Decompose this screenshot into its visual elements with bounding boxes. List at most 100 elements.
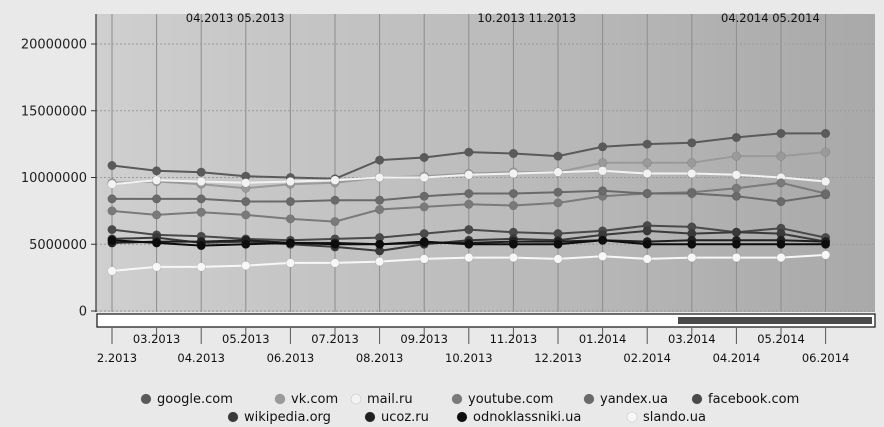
data-point-odnoklassniki.ua — [731, 239, 742, 249]
data-point-vk.com — [776, 151, 786, 161]
data-point-youtube.com — [464, 199, 474, 209]
x-tick-label-upper: 05.2014 — [757, 332, 805, 346]
data-point-facebook.com — [419, 228, 429, 239]
data-point-youtube.com — [196, 207, 206, 217]
data-point-youtube.com — [776, 178, 786, 188]
data-point-google.com — [687, 138, 697, 148]
legend-marker-ucoz.ru — [364, 411, 376, 423]
data-point-youtube.com — [508, 200, 519, 211]
legend-label-youtube.com: youtube.com — [468, 392, 553, 407]
x-tick-label-lower: 02.2014 — [623, 351, 671, 365]
data-point-youtube.com — [375, 204, 385, 215]
data-point-odnoklassniki.ua — [687, 239, 697, 249]
data-point-odnoklassniki.ua — [241, 239, 251, 249]
legend-label-google.com: google.com — [157, 392, 233, 407]
data-point-slando.ua — [731, 253, 742, 263]
data-point-odnoklassniki.ua — [597, 235, 608, 245]
legend-marker-google.com — [140, 393, 152, 405]
data-point-mail.ru — [375, 172, 385, 183]
legend-marker-youtube.com — [451, 393, 463, 405]
data-point-odnoklassniki.ua — [107, 235, 117, 245]
data-point-slando.ua — [687, 253, 697, 263]
data-point-vk.com — [820, 147, 831, 157]
x-tick-label-upper: 01.2014 — [579, 332, 627, 346]
data-point-slando.ua — [375, 257, 385, 267]
data-point-facebook.com — [464, 224, 474, 235]
x-axis: 2.2013 03.2013 04.2013 05.2013 06.2013 07.201… — [97, 328, 849, 365]
x-tick-label-lower: 2.2013 — [97, 351, 137, 365]
y-tick-label: 0 — [79, 305, 87, 320]
x-tick-label-upper: 07.2013 — [311, 332, 359, 346]
top-period-label: 04.2014 05.2014 — [721, 11, 820, 25]
data-point-slando.ua — [820, 250, 831, 260]
x-tick-label-lower: 08.2013 — [356, 351, 404, 365]
data-point-mail.ru — [820, 176, 831, 187]
data-point-yandex.ua — [241, 196, 251, 207]
data-point-slando.ua — [152, 262, 162, 272]
data-point-google.com — [419, 152, 429, 163]
data-point-slando.ua — [642, 254, 652, 264]
data-point-mail.ru — [285, 176, 296, 187]
data-point-mail.ru — [107, 179, 117, 189]
data-point-youtube.com — [330, 216, 340, 227]
data-point-google.com — [820, 128, 831, 139]
data-point-mail.ru — [241, 178, 251, 188]
data-point-mail.ru — [687, 168, 697, 179]
x-tick-label-lower: 04.2013 — [177, 351, 225, 365]
y-tick-label: 20000000 — [21, 38, 87, 53]
legend-marker-facebook.com — [691, 393, 703, 405]
data-point-yandex.ua — [196, 194, 206, 204]
data-point-google.com — [776, 128, 786, 139]
legend-label-ucoz.ru: ucoz.ru — [381, 410, 429, 425]
data-point-slando.ua — [330, 258, 340, 268]
data-point-yandex.ua — [553, 187, 563, 197]
legend-marker-slando.ua — [626, 411, 638, 423]
series-layer — [107, 128, 831, 276]
data-point-odnoklassniki.ua — [820, 239, 831, 249]
data-point-yandex.ua — [508, 188, 519, 199]
data-point-slando.ua — [553, 254, 563, 264]
data-point-odnoklassniki.ua — [553, 239, 563, 249]
range-scrollbar[interactable] — [96, 313, 876, 328]
legend-label-odnoklassniki.ua: odnoklassniki.ua — [473, 410, 581, 425]
x-tick-label-upper: 05.2013 — [222, 332, 270, 346]
data-point-yandex.ua — [642, 188, 652, 199]
data-point-google.com — [597, 142, 608, 152]
legend-label-slando.ua: slando.ua — [643, 410, 706, 425]
x-tick-label-upper: 03.2014 — [668, 332, 716, 346]
y-axis: 0 5000000 10000000 15000000 20000000 — [21, 14, 97, 320]
data-point-mail.ru — [152, 175, 162, 185]
data-point-google.com — [731, 132, 742, 143]
legend-label-facebook.com: facebook.com — [708, 392, 799, 407]
data-point-google.com — [107, 160, 117, 171]
data-point-mail.ru — [597, 166, 608, 176]
data-point-yandex.ua — [107, 194, 117, 204]
x-tick-label-lower: 12.2013 — [534, 351, 582, 365]
data-point-odnoklassniki.ua — [152, 238, 162, 248]
x-tick-label-lower: 06.2013 — [267, 351, 315, 365]
data-point-google.com — [508, 148, 519, 159]
data-point-mail.ru — [419, 172, 429, 183]
data-point-yandex.ua — [776, 196, 786, 207]
data-point-yandex.ua — [597, 186, 608, 196]
data-point-vk.com — [597, 158, 608, 168]
data-point-youtube.com — [107, 206, 117, 216]
data-point-slando.ua — [508, 253, 519, 263]
top-period-labels: 04.2013 05.2013 10.2013 11.2013 04.2014 05… — [186, 11, 820, 25]
legend-label-vk.com: vk.com — [291, 392, 338, 407]
data-point-vk.com — [642, 158, 652, 168]
top-period-label: 10.2013 11.2013 — [477, 11, 576, 25]
data-point-odnoklassniki.ua — [330, 239, 340, 249]
data-point-mail.ru — [508, 168, 519, 179]
data-point-mail.ru — [731, 170, 742, 180]
data-point-google.com — [196, 167, 206, 177]
data-point-odnoklassniki.ua — [464, 239, 474, 249]
legend-label-yandex.ua: yandex.ua — [600, 392, 668, 407]
top-period-label: 04.2013 05.2013 — [186, 11, 285, 25]
data-point-slando.ua — [241, 261, 251, 271]
data-point-mail.ru — [642, 168, 652, 179]
data-point-yandex.ua — [731, 191, 742, 201]
data-point-facebook.com — [107, 224, 117, 235]
data-point-odnoklassniki.ua — [285, 238, 296, 248]
